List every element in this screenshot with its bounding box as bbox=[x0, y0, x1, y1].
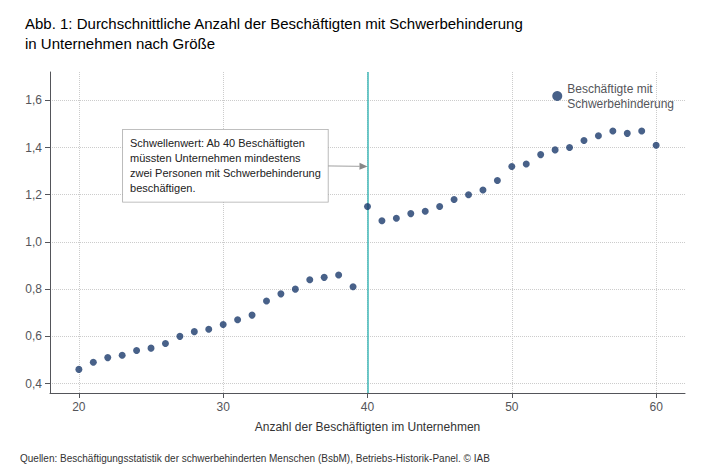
svg-text:0,4: 0,4 bbox=[25, 377, 42, 391]
svg-text:1,4: 1,4 bbox=[25, 141, 42, 155]
svg-text:Beschäftigte mit: Beschäftigte mit bbox=[567, 82, 653, 96]
svg-text:Abb. 1: Durchschnittliche Anza: Abb. 1: Durchschnittliche Anzahl der Bes… bbox=[25, 15, 523, 32]
svg-text:1,0: 1,0 bbox=[25, 235, 42, 249]
svg-text:Quellen: Beschäftigungsstatist: Quellen: Beschäftigungsstatistik der sch… bbox=[20, 453, 490, 464]
svg-text:Anzahl der Beschäftigten im Un: Anzahl der Beschäftigten im Unternehmen bbox=[255, 420, 480, 434]
svg-text:1,6: 1,6 bbox=[25, 93, 42, 107]
svg-text:1,2: 1,2 bbox=[25, 188, 42, 202]
svg-text:in Unternehmen nach Größe: in Unternehmen nach Größe bbox=[25, 35, 215, 52]
svg-text:0,6: 0,6 bbox=[25, 329, 42, 343]
svg-text:beschäftigen.: beschäftigen. bbox=[130, 182, 195, 194]
svg-text:müssten Unternehmen mindestens: müssten Unternehmen mindestens bbox=[130, 152, 301, 164]
svg-text:50: 50 bbox=[505, 400, 519, 414]
svg-text:20: 20 bbox=[72, 400, 86, 414]
svg-text:30: 30 bbox=[217, 400, 231, 414]
svg-text:Schwellenwert: Ab 40 Beschäfti: Schwellenwert: Ab 40 Beschäftigten bbox=[130, 137, 305, 149]
svg-text:0,8: 0,8 bbox=[25, 282, 42, 296]
svg-text:60: 60 bbox=[649, 400, 663, 414]
svg-text:Schwerbehinderung: Schwerbehinderung bbox=[567, 97, 674, 111]
svg-text:zwei Personen mit Schwerbehind: zwei Personen mit Schwerbehinderung bbox=[130, 167, 321, 179]
svg-text:40: 40 bbox=[361, 400, 375, 414]
